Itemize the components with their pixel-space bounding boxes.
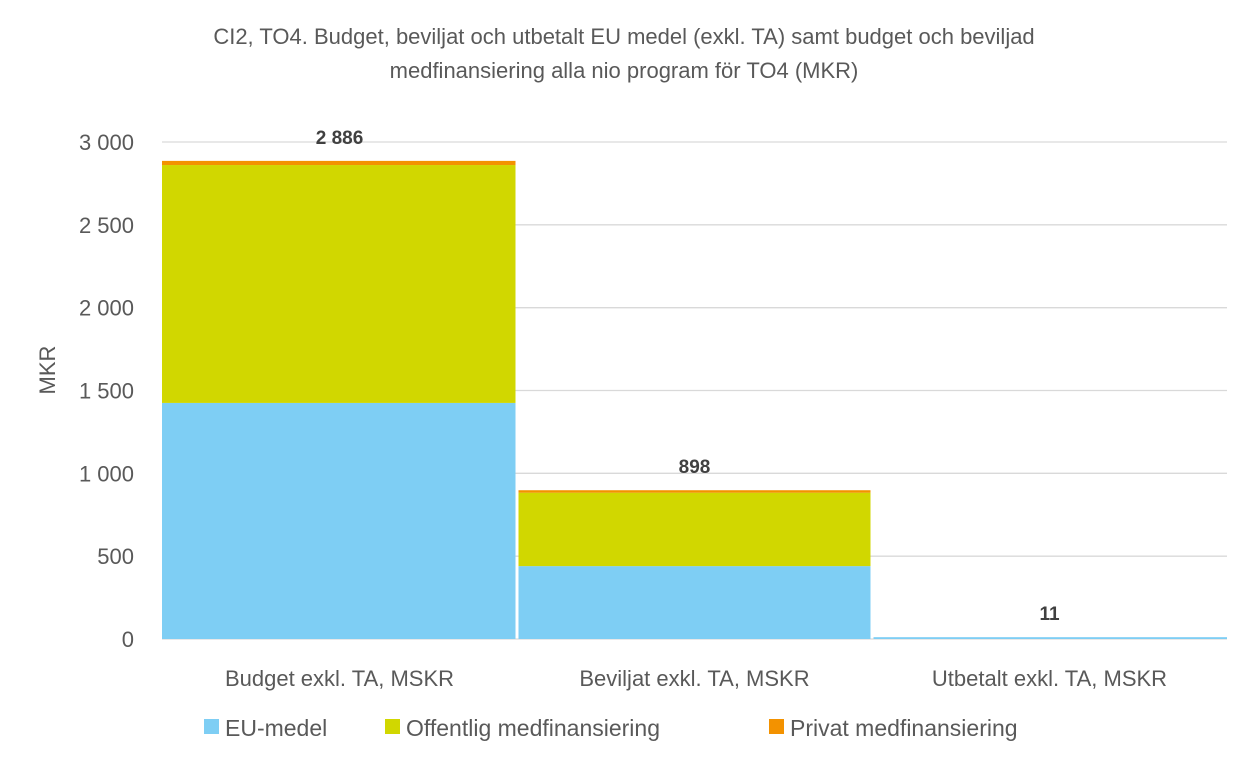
legend-label: Offentlig medfinansiering — [406, 715, 660, 741]
y-tick-label: 1 000 — [79, 461, 134, 486]
bars — [162, 160, 1227, 639]
y-tick-label: 1 500 — [79, 379, 134, 404]
legend-label: Privat medfinansiering — [790, 715, 1018, 741]
y-axis-label: MKR — [35, 346, 60, 395]
legend: EU-medel Offentlig medfinansiering Privat … — [204, 715, 1018, 741]
total-label: 898 — [679, 457, 711, 478]
y-tick-label: 3 000 — [79, 130, 134, 155]
chart-title-line1: CI2, TO4. Budget, beviljat och utbetalt … — [213, 24, 1034, 49]
total-labels: 2 886 898 11 — [316, 128, 1060, 625]
category-labels: Budget exkl. TA, MSKR Beviljat exkl. TA, … — [225, 666, 1167, 691]
bar-segment — [162, 165, 516, 403]
legend-swatch — [204, 719, 219, 734]
legend-label: EU-medel — [225, 715, 327, 741]
total-label: 11 — [1039, 604, 1060, 625]
legend-swatch — [769, 719, 784, 734]
category-label: Budget exkl. TA, MSKR — [225, 666, 454, 691]
bar-segment — [162, 402, 516, 639]
chart-title-line2: medfinansiering alla nio program för TO4… — [390, 58, 859, 83]
y-tick-label: 500 — [97, 544, 134, 569]
y-tick-label: 2 500 — [79, 213, 134, 238]
category-label: Utbetalt exkl. TA, MSKR — [932, 666, 1167, 691]
y-tick-label: 2 000 — [79, 296, 134, 321]
bar-segment — [518, 492, 871, 567]
bar-segment — [518, 490, 871, 493]
category-label: Beviljat exkl. TA, MSKR — [579, 666, 809, 691]
bar-segment — [873, 637, 1227, 639]
y-axis-ticks: 0 500 1 000 1 500 2 000 2 500 3 000 — [79, 130, 134, 652]
y-tick-label: 0 — [122, 627, 134, 652]
legend-swatch — [385, 719, 400, 734]
bar-segment — [518, 566, 871, 639]
total-label: 2 886 — [316, 128, 364, 149]
bar-segment — [162, 160, 516, 166]
